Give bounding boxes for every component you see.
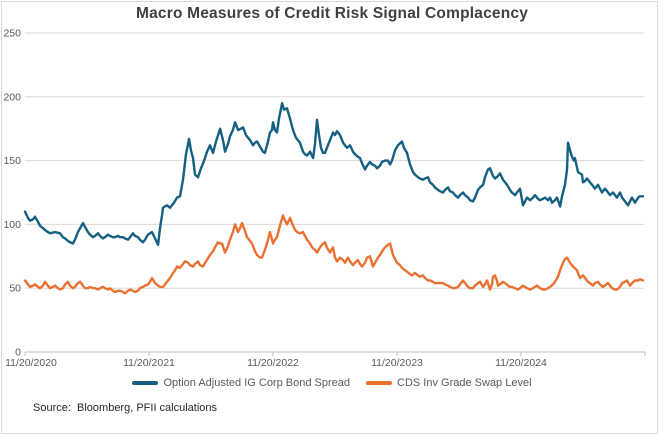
legend-label-oas: Option Adjusted IG Corp Bond Spread (163, 377, 350, 389)
cds-series-line (23, 214, 645, 295)
x-tick-label: 11/20/2024 (495, 357, 547, 369)
oas-series-line (23, 101, 645, 247)
oas-line-icon (132, 381, 159, 385)
source-note: Source: Bloomberg, PFII calculations (33, 402, 218, 414)
legend-label-cds: CDS Inv Grade Swap Level (397, 377, 532, 389)
x-tick-label: 11/20/2023 (371, 357, 423, 369)
x-tick-label: 11/20/2022 (247, 357, 299, 369)
cds-line-icon (366, 381, 392, 385)
y-tick-label: 50 (9, 283, 21, 295)
legend-item-cds: CDS Inv Grade Swap Level (366, 377, 532, 389)
chart-title: Macro Measures of Credit Risk Signal Com… (135, 5, 529, 22)
chart-legend: Option Adjusted IG Corp Bond Spread CDS … (0, 377, 664, 389)
legend-item-oas: Option Adjusted IG Corp Bond Spread (132, 377, 350, 389)
y-tick-label: 200 (3, 91, 21, 103)
x-tick-label: 11/20/2020 (5, 357, 57, 369)
x-tick-label: 11/20/2021 (123, 357, 175, 369)
y-tick-label: 0 (15, 347, 21, 359)
y-tick-label: 100 (3, 219, 21, 231)
y-tick-label: 250 (3, 28, 21, 40)
y-tick-label: 150 (3, 155, 21, 167)
